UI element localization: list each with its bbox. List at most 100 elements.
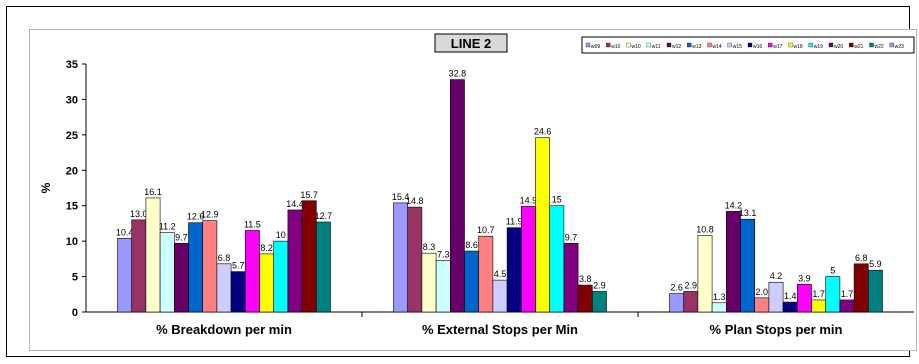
bar-value-label: 1.7	[812, 289, 825, 299]
bar	[145, 197, 161, 313]
bar-value-label: 1.4	[784, 291, 797, 301]
bar-value-label: 1.7	[841, 289, 854, 299]
legend-label: w10	[632, 44, 641, 50]
bar	[825, 276, 841, 313]
legend-swatch	[626, 42, 631, 48]
x-category-label: % Breakdown per min	[156, 322, 292, 337]
bar-value-label: 9.7	[565, 232, 578, 242]
bar	[393, 202, 408, 313]
bar-value-label: 14.9	[520, 195, 538, 205]
bar-value-label: 15	[552, 195, 562, 205]
legend-swatch	[768, 42, 773, 48]
bar-value-label: 8.3	[423, 242, 436, 252]
bar	[811, 299, 826, 313]
legend-label: w13	[692, 44, 701, 50]
bar	[315, 221, 331, 313]
bar	[464, 250, 479, 313]
y-tick-label: 10	[66, 236, 78, 248]
bar-value-label: 8.2	[260, 243, 273, 253]
legend-swatch	[788, 42, 793, 48]
bar-value-label: 2.0	[756, 287, 769, 297]
bar	[740, 218, 755, 313]
bar-value-label: 10.7	[477, 225, 495, 235]
bar	[216, 263, 232, 313]
legend-swatch	[666, 42, 672, 48]
bar-value-label: 12.7	[315, 211, 333, 221]
bar	[796, 284, 812, 313]
bar	[506, 227, 522, 313]
legend-label: w18	[794, 44, 803, 50]
legend-swatch	[849, 42, 854, 48]
legend-swatch	[889, 42, 894, 48]
bar	[202, 220, 218, 313]
bar-value-label: 24.6	[534, 127, 552, 137]
chart-area: LINE 2 w09 w10 w10 w11 w12 w13 w14 w15 w16 w17 w18 w…	[29, 29, 917, 351]
y-tick-label: 15	[66, 201, 78, 213]
bar	[478, 235, 494, 313]
bar-value-label: 5.9	[869, 259, 882, 269]
bar	[449, 79, 465, 313]
bar	[725, 211, 741, 313]
bar	[867, 269, 883, 313]
bar-value-label: 13.0	[130, 209, 148, 219]
bar-value-label: 15.7	[300, 190, 318, 200]
bar	[188, 222, 203, 313]
bar-value-label: 12.9	[201, 210, 219, 220]
chart-title: LINE 2	[451, 36, 491, 51]
bar-value-label: 13.1	[739, 208, 757, 218]
y-tick-label: 0	[72, 307, 78, 319]
legend-label: w11	[652, 44, 661, 50]
bar	[131, 219, 147, 313]
bar	[230, 271, 246, 313]
legend-swatch	[869, 42, 874, 48]
bar	[768, 281, 784, 313]
bar-value-label: 4.5	[494, 269, 507, 279]
legend-swatch	[828, 42, 834, 48]
bar-value-label: 2.9	[685, 280, 698, 290]
bar	[273, 240, 289, 313]
bar-value-label: 5	[830, 266, 835, 276]
bar-value-label: 32.8	[449, 69, 467, 79]
legend-swatch	[727, 42, 732, 48]
y-axis-label: %	[39, 182, 53, 193]
bar	[259, 253, 274, 313]
bar	[287, 209, 303, 313]
bar	[407, 206, 423, 313]
bar-value-label: 11.2	[159, 222, 176, 232]
bar	[520, 206, 536, 313]
y-tick-label: 25	[66, 130, 78, 142]
legend-swatch	[606, 42, 611, 48]
legend-swatch	[687, 42, 692, 48]
bar	[577, 284, 593, 313]
bar-value-label: 9.7	[175, 232, 188, 242]
bar	[245, 230, 260, 313]
bar	[839, 299, 855, 313]
bar-value-label: 15.4	[392, 192, 410, 202]
y-tick-label: 5	[72, 272, 78, 284]
bar-value-label: 1.3	[713, 292, 726, 302]
bar-value-label: 10.8	[696, 224, 714, 234]
bar	[754, 297, 770, 313]
bar	[591, 291, 607, 313]
bar-value-label: 3.9	[798, 273, 811, 283]
legend-swatch	[808, 42, 813, 48]
bar	[782, 301, 798, 313]
legend-label: w22	[875, 44, 884, 50]
legend-label: w14	[713, 44, 722, 50]
bar-value-label: 10	[276, 230, 286, 240]
bar	[683, 291, 699, 313]
legend-swatch	[707, 42, 712, 48]
legend-swatch	[646, 42, 651, 48]
bar-value-label: 8.6	[465, 240, 478, 250]
bar	[117, 238, 132, 313]
legend-label: w19	[814, 44, 823, 50]
y-tick-label: 35	[66, 59, 78, 71]
bar	[492, 279, 508, 313]
legend-label: w16	[753, 44, 762, 50]
bar-value-label: 14.4	[286, 199, 304, 209]
bar-value-label: 2.9	[593, 280, 606, 290]
bar	[711, 302, 727, 313]
bar	[535, 137, 550, 313]
chart-title-box	[434, 33, 508, 53]
bar-value-label: 5.7	[232, 261, 245, 271]
